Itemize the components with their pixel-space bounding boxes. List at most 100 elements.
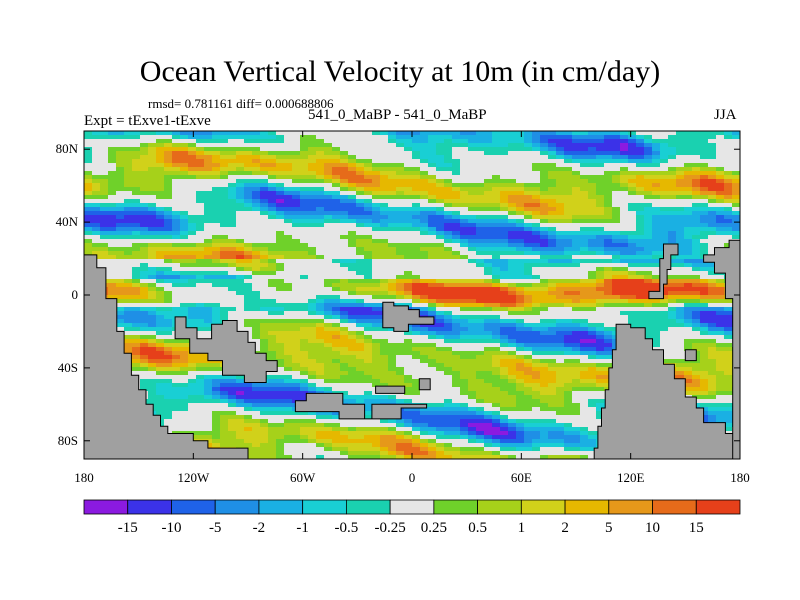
field-cell — [252, 179, 261, 184]
field-cell — [324, 167, 333, 172]
field-cell — [524, 367, 533, 372]
field-cell — [156, 223, 165, 228]
field-cell — [564, 335, 573, 340]
field-cell — [444, 243, 453, 248]
field-cell — [500, 347, 509, 352]
field-cell — [532, 311, 541, 316]
field-cell — [364, 291, 373, 296]
field-cell — [420, 215, 429, 220]
field-cell — [476, 235, 485, 240]
field-cell — [348, 255, 357, 260]
field-cell — [716, 359, 725, 364]
field-cell — [508, 235, 517, 240]
field-cell — [644, 327, 653, 332]
field-cell — [260, 151, 269, 156]
field-cell — [700, 287, 709, 292]
field-cell — [428, 219, 437, 224]
field-cell — [596, 343, 605, 348]
field-cell — [412, 135, 421, 140]
field-cell — [276, 215, 285, 220]
field-cell — [508, 299, 517, 304]
field-cell — [516, 159, 525, 164]
field-cell — [412, 331, 421, 336]
field-cell — [484, 259, 493, 264]
field-cell — [100, 155, 109, 160]
field-cell — [292, 299, 301, 304]
field-cell — [204, 175, 213, 180]
field-cell — [508, 143, 517, 148]
field-cell — [148, 203, 157, 208]
field-cell — [524, 355, 533, 360]
field-cell — [492, 319, 501, 324]
field-cell — [548, 227, 557, 232]
field-cell — [92, 211, 101, 216]
field-cell — [348, 347, 357, 352]
field-cell — [556, 251, 565, 256]
field-cell — [180, 247, 189, 252]
field-cell — [676, 287, 685, 292]
field-cell — [236, 327, 245, 332]
field-cell — [524, 175, 533, 180]
field-cell — [388, 255, 397, 260]
field-cell — [556, 243, 565, 248]
field-cell — [660, 295, 669, 300]
field-cell — [484, 279, 493, 284]
field-cell — [116, 199, 125, 204]
field-cell — [324, 315, 333, 320]
field-cell — [100, 147, 109, 152]
field-cell — [572, 247, 581, 252]
field-cell — [724, 219, 733, 224]
field-cell — [596, 359, 605, 364]
field-cell — [684, 163, 693, 168]
field-cell — [396, 227, 405, 232]
field-cell — [252, 183, 261, 188]
field-cell — [564, 135, 573, 140]
field-cell — [724, 199, 733, 204]
field-cell — [172, 187, 181, 192]
field-cell — [292, 151, 301, 156]
field-cell — [172, 279, 181, 284]
field-cell — [396, 367, 405, 372]
run-label: 541_0_MaBP - 541_0_MaBP — [308, 107, 487, 123]
field-cell — [348, 319, 357, 324]
field-cell — [420, 195, 429, 200]
field-cell — [372, 147, 381, 152]
field-cell — [420, 331, 429, 336]
field-cell — [148, 367, 157, 372]
field-cell — [316, 335, 325, 340]
field-cell — [636, 175, 645, 180]
field-cell — [308, 231, 317, 236]
field-cell — [268, 203, 277, 208]
field-cell — [276, 231, 285, 236]
field-cell — [700, 347, 709, 352]
field-cell — [532, 291, 541, 296]
field-cell — [276, 259, 285, 264]
field-cell — [620, 227, 629, 232]
field-cell — [84, 159, 93, 164]
field-cell — [108, 279, 117, 284]
field-cell — [372, 167, 381, 172]
field-cell — [300, 227, 309, 232]
field-cell — [508, 247, 517, 252]
field-cell — [476, 199, 485, 204]
field-cell — [548, 151, 557, 156]
field-cell — [428, 231, 437, 236]
field-cell — [412, 187, 421, 192]
field-cell — [644, 307, 653, 312]
field-cell — [476, 311, 485, 316]
field-cell — [716, 307, 725, 312]
field-cell — [548, 347, 557, 352]
field-cell — [340, 299, 349, 304]
field-cell — [172, 143, 181, 148]
field-cell — [84, 239, 93, 244]
field-cell — [388, 135, 397, 140]
field-cell — [572, 219, 581, 224]
field-cell — [412, 163, 421, 168]
field-cell — [668, 239, 677, 244]
field-cell — [716, 187, 725, 192]
field-cell — [644, 207, 653, 212]
field-cell — [252, 199, 261, 204]
field-cell — [372, 359, 381, 364]
field-cell — [684, 279, 693, 284]
field-cell — [292, 235, 301, 240]
